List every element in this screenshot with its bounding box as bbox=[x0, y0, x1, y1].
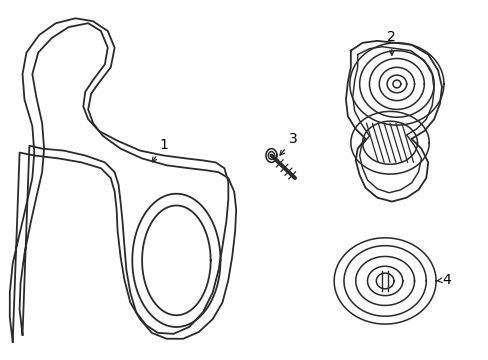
Text: 3: 3 bbox=[280, 132, 297, 155]
Text: 1: 1 bbox=[152, 138, 168, 162]
Text: 2: 2 bbox=[386, 30, 395, 55]
Text: 4: 4 bbox=[435, 273, 450, 287]
